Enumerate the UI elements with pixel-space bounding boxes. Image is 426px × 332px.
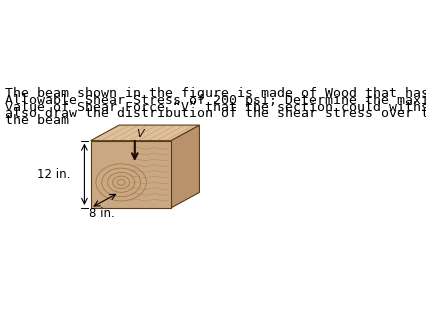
Text: also draw the distribution of the shear stress over the section of: also draw the distribution of the shear … bbox=[5, 108, 426, 121]
Text: value of Shear Force “V” that the section could withstand? ,: value of Shear Force “V” that the sectio… bbox=[5, 101, 426, 114]
Text: V: V bbox=[136, 129, 144, 139]
Text: The beam shown in the figure is made of Wood that has an: The beam shown in the figure is made of … bbox=[5, 87, 426, 100]
Text: 12 in.: 12 in. bbox=[37, 168, 70, 181]
Polygon shape bbox=[90, 125, 199, 141]
Polygon shape bbox=[170, 125, 199, 208]
Polygon shape bbox=[90, 141, 170, 208]
Text: 8 in.: 8 in. bbox=[89, 208, 115, 220]
Text: the beam: the beam bbox=[5, 114, 69, 127]
Text: Allowable Shear Stress of 200 psi; Determine the maximum: Allowable Shear Stress of 200 psi; Deter… bbox=[5, 94, 426, 107]
